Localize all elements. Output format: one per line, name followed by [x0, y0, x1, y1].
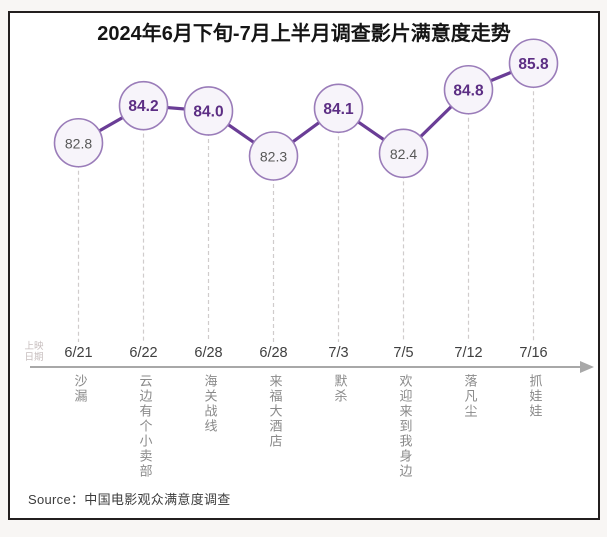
value-label: 82.8	[65, 135, 92, 151]
chart-title: 2024年6月下旬-7月上半月调查影片满意度走势	[97, 23, 511, 45]
data-point-circle	[443, 64, 494, 115]
value-label: 85.8	[518, 56, 549, 73]
date-label: 6/21	[64, 345, 92, 361]
data-point-circle	[183, 86, 234, 136]
value-label: 84.1	[323, 101, 354, 118]
movie-label: 沙漏	[72, 374, 88, 404]
x-axis-caption-line2: 日期	[24, 351, 44, 363]
date-label: 7/5	[393, 345, 413, 361]
value-label: 84.8	[453, 82, 484, 99]
data-point-circle	[118, 80, 169, 131]
date-label: 6/28	[194, 345, 222, 361]
value-label: 84.2	[128, 98, 158, 115]
date-label: 7/16	[519, 345, 547, 361]
movie-label: 海关战线	[202, 374, 218, 434]
movie-label: 云边有个小卖部	[137, 374, 153, 479]
value-label: 82.4	[390, 146, 417, 162]
value-label: 82.3	[260, 149, 287, 165]
x-axis-arrow-icon	[580, 361, 594, 373]
movie-label: 默杀	[332, 374, 348, 404]
x-axis-caption: 上映 日期	[21, 341, 47, 363]
data-point-circle	[53, 117, 104, 168]
chart-frame	[8, 11, 600, 520]
x-axis-caption-line1: 上映	[24, 341, 44, 352]
movie-label: 来福大酒店	[267, 374, 283, 449]
data-point-circle	[508, 38, 559, 89]
value-label: 84.0	[193, 103, 223, 120]
data-point-circle	[378, 128, 429, 179]
date-label: 6/22	[129, 345, 157, 361]
date-label: 7/3	[328, 345, 348, 361]
movie-label: 抓娃娃	[527, 374, 543, 419]
data-point-circle	[248, 131, 299, 181]
source-note: Source：中国电影观众满意度调查	[28, 492, 231, 507]
movie-label: 落凡尘	[462, 374, 478, 419]
date-label: 6/28	[259, 345, 287, 361]
data-point-circle	[313, 83, 364, 134]
date-label: 7/12	[454, 345, 482, 361]
movie-label: 欢迎来到我身边	[397, 374, 413, 479]
